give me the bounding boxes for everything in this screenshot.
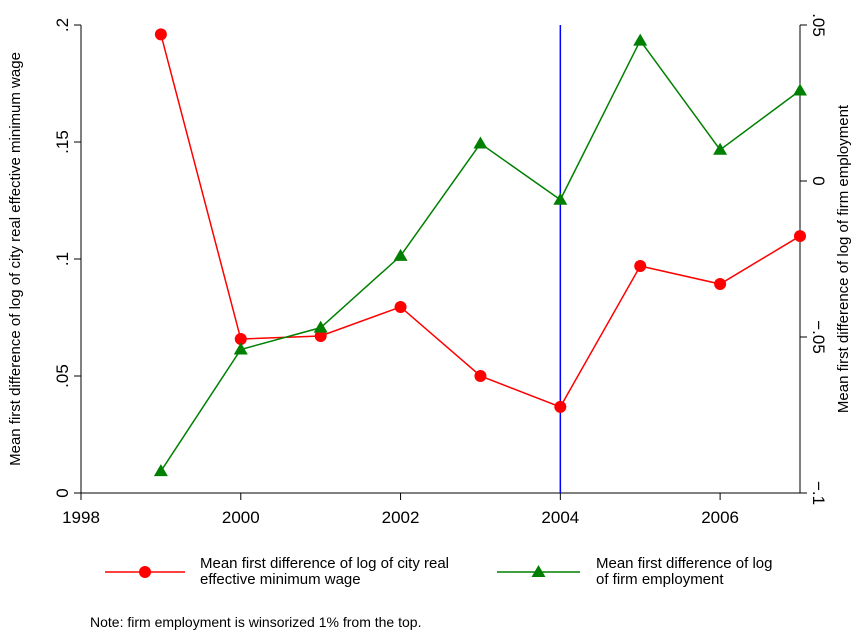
data-point bbox=[313, 320, 328, 333]
data-point bbox=[634, 260, 647, 273]
data-point bbox=[393, 248, 408, 261]
y-tick-label: .05 bbox=[53, 364, 72, 388]
y2-tick-label: .05 bbox=[809, 13, 828, 37]
x-tick-label: 2006 bbox=[701, 508, 739, 527]
y-tick-label: .1 bbox=[53, 252, 72, 266]
y2-axis-title: Mean first difference of log of firm emp… bbox=[835, 104, 852, 413]
series-line bbox=[160, 34, 801, 408]
data-point bbox=[793, 83, 807, 96]
x-tick-label: 2002 bbox=[382, 508, 420, 527]
y-tick-label: .2 bbox=[53, 18, 72, 32]
data-point bbox=[394, 300, 407, 313]
y-tick-label: 0 bbox=[53, 488, 72, 497]
x-tick-label: 2004 bbox=[541, 508, 579, 527]
legend-marker bbox=[531, 565, 546, 577]
legend-label: Mean first difference of log of city rea… bbox=[200, 555, 450, 588]
series-line bbox=[160, 39, 801, 472]
y2-tick-label: 0 bbox=[809, 176, 828, 185]
legend-label: Mean first difference of log of firm emp… bbox=[596, 555, 773, 588]
data-point bbox=[714, 278, 727, 291]
data-point bbox=[154, 28, 167, 41]
y-axis-title: Mean first difference of log of city rea… bbox=[7, 52, 24, 466]
data-point bbox=[713, 142, 728, 155]
data-point bbox=[474, 370, 487, 382]
y2-tick-label: −.1 bbox=[809, 481, 828, 505]
data-point bbox=[233, 342, 248, 355]
data-point bbox=[314, 329, 327, 342]
y2-tick-label: −.05 bbox=[809, 320, 828, 354]
data-point bbox=[473, 136, 488, 149]
data-point bbox=[633, 33, 648, 46]
x-tick-label: 2000 bbox=[222, 508, 260, 527]
data-point bbox=[234, 333, 247, 346]
data-point bbox=[153, 464, 168, 477]
note: Note: firm employment is winsorized 1% f… bbox=[90, 614, 422, 630]
x-tick-label: 1998 bbox=[62, 508, 100, 527]
data-point bbox=[553, 192, 568, 205]
data-point bbox=[794, 230, 806, 243]
y-tick-label: .15 bbox=[53, 130, 72, 154]
data-point bbox=[554, 400, 567, 413]
legend-marker bbox=[139, 566, 151, 578]
